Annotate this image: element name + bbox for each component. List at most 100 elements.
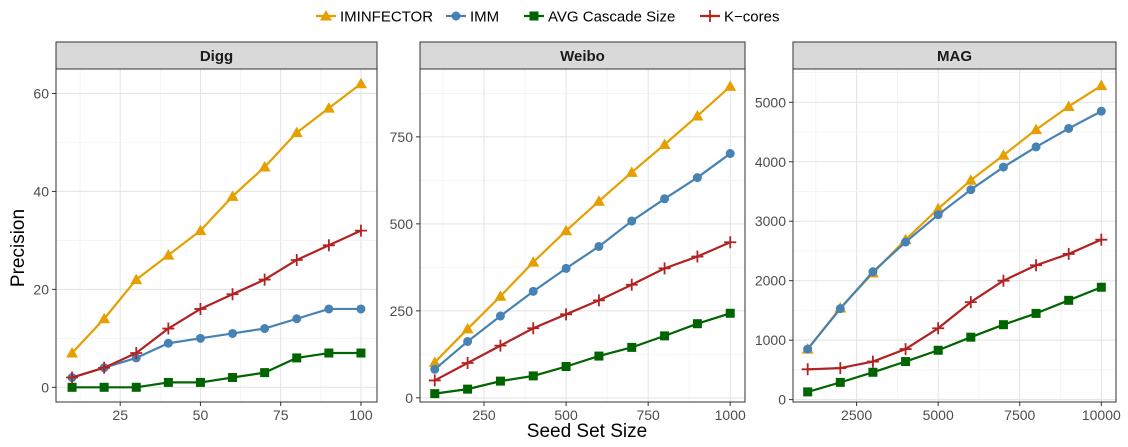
- data-point: [901, 357, 911, 367]
- grid: [420, 69, 745, 402]
- data-point: [356, 348, 366, 358]
- data-point: [592, 195, 605, 206]
- data-point: [98, 312, 111, 324]
- data-point: [356, 304, 366, 314]
- data-point: [292, 353, 302, 363]
- data-point: [163, 338, 173, 348]
- data-point: [899, 343, 912, 356]
- data-point: [495, 311, 505, 321]
- data-point: [527, 322, 540, 335]
- y-tick-label: 20: [33, 281, 49, 297]
- y-tick-label: 0: [405, 390, 413, 406]
- x-tick-label: 50: [193, 407, 209, 423]
- data-point: [1031, 308, 1041, 318]
- x-tick-label: 5000: [923, 407, 954, 423]
- data-point: [163, 377, 173, 387]
- data-point: [162, 249, 175, 260]
- panel-digg: Digg 25 50 75 100 0 20 40 60: [33, 41, 378, 423]
- axis-ticks: 25 50 75 100 0 20 40 60: [33, 85, 372, 423]
- y-tick-label: 500: [390, 216, 414, 232]
- data-point: [98, 361, 111, 374]
- data-point: [627, 216, 637, 226]
- data-point: [66, 371, 79, 384]
- legend-item-avg-cascade-size: AVG Cascade Size: [524, 9, 675, 26]
- data-point: [997, 274, 1010, 287]
- data-point: [997, 149, 1010, 160]
- series-avg-cascade-size: [803, 282, 1106, 397]
- y-tick-label: 60: [33, 85, 49, 101]
- data-point: [724, 80, 737, 91]
- series-avg-cascade-size: [67, 348, 366, 392]
- data-point: [354, 224, 367, 237]
- data-point: [801, 363, 814, 376]
- data-point: [194, 302, 207, 315]
- data-point: [658, 262, 671, 275]
- data-point: [691, 250, 704, 263]
- data-point: [625, 278, 638, 291]
- panel-strip: [55, 41, 378, 70]
- data-point: [194, 224, 207, 236]
- data-point: [594, 351, 604, 361]
- y-tick-label: 3000: [755, 213, 786, 229]
- data-point: [99, 382, 109, 392]
- data-point: [430, 389, 440, 399]
- data-point: [130, 273, 143, 285]
- panel-title: Digg: [200, 48, 233, 65]
- series-line: [434, 152, 731, 371]
- x-tick-label: 750: [636, 407, 660, 423]
- data-point: [494, 290, 507, 301]
- panel-title: MAG: [937, 48, 972, 65]
- legend-label: K−cores: [724, 9, 779, 26]
- y-axis-label: Precision: [8, 209, 29, 287]
- data-point: [692, 319, 702, 329]
- series-line: [71, 82, 362, 354]
- panel-border: [419, 68, 746, 403]
- data-point: [561, 362, 571, 372]
- data-point: [560, 308, 573, 321]
- series-line: [433, 85, 731, 364]
- data-point: [625, 166, 638, 177]
- data-point: [130, 347, 143, 360]
- data-point: [901, 237, 911, 247]
- y-tick-label: 5000: [755, 94, 786, 110]
- series-iminfector: [66, 77, 367, 358]
- data-point: [354, 77, 367, 89]
- data-point: [660, 331, 670, 341]
- panel-border: [792, 68, 1117, 403]
- panel-border: [55, 68, 378, 403]
- data-point: [966, 185, 976, 195]
- x-tick-label: 75: [273, 407, 289, 423]
- series-line: [71, 307, 361, 379]
- data-point: [324, 348, 334, 358]
- data-point: [725, 149, 735, 159]
- data-point: [226, 288, 239, 301]
- legend-marker-plus: [704, 10, 716, 22]
- x-tick-label: 500: [554, 407, 578, 423]
- y-tick-label: 0: [778, 392, 786, 408]
- y-tick-label: 1000: [755, 332, 786, 348]
- legend-item-imm: IMM: [446, 9, 499, 26]
- data-point: [290, 126, 303, 138]
- data-point: [1030, 123, 1043, 135]
- data-point: [561, 263, 571, 273]
- legend-marker-square: [529, 11, 539, 21]
- data-point: [627, 342, 637, 352]
- grid: [56, 69, 377, 402]
- data-point: [1031, 142, 1041, 152]
- data-point: [430, 364, 440, 374]
- x-tick-label: 7500: [1004, 407, 1035, 423]
- data-point: [868, 367, 878, 377]
- panel-title: Weibo: [560, 48, 605, 65]
- series-k-cores: [66, 224, 367, 384]
- data-point: [494, 339, 507, 352]
- data-point: [228, 328, 238, 338]
- series-k-cores: [428, 236, 737, 387]
- data-point: [461, 322, 474, 334]
- data-point: [692, 173, 702, 183]
- legend-label: AVG Cascade Size: [548, 9, 675, 26]
- data-point: [835, 304, 845, 314]
- plot-area: [420, 69, 745, 402]
- data-point: [594, 241, 604, 251]
- data-point: [495, 376, 505, 386]
